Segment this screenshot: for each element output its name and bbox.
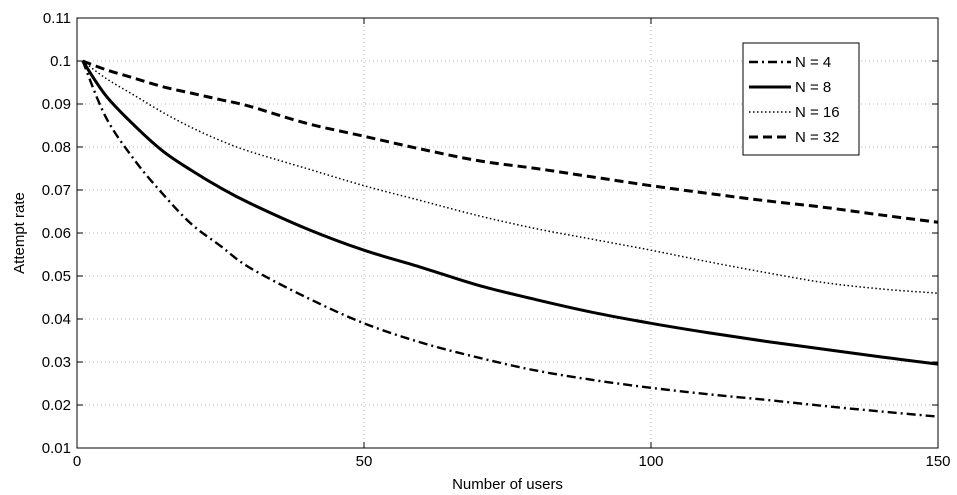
legend-label: N = 8 xyxy=(795,79,831,96)
x-axis-title: Number of users xyxy=(452,476,563,493)
axis-ticks: 0 50 100 150 0.01 0.02 0.03 0.04 0.05 0.06 0.07 0.0… xyxy=(42,10,951,470)
y-tick-label: 0.11 xyxy=(43,10,71,27)
y-tick-label: 0.08 xyxy=(42,139,71,156)
series-line-4 xyxy=(82,59,939,224)
y-tick-label: 0.06 xyxy=(42,225,71,242)
legend-label: N = 4 xyxy=(795,54,831,71)
y-axis-title: Attempt rate xyxy=(11,192,28,274)
legend: N = 4 N = 8 N = 16 N = 32 xyxy=(742,42,860,156)
y-tick-label: 0.07 xyxy=(42,182,71,199)
y-tick-label: 0.04 xyxy=(42,311,71,328)
y-tick-label: 0.05 xyxy=(42,268,71,285)
y-tick-label: 0.03 xyxy=(42,354,71,371)
y-tick-label: 0.09 xyxy=(42,96,71,113)
x-tick-label: 0 xyxy=(73,453,81,470)
series-line-2 xyxy=(81,60,939,366)
legend-label: N = 32 xyxy=(795,129,840,146)
x-tick-label: 50 xyxy=(356,453,373,470)
y-tick-label: 0.02 xyxy=(42,397,71,414)
y-tick-label: 0.1 xyxy=(50,53,71,70)
x-tick-label: 100 xyxy=(638,453,663,470)
x-tick-label: 150 xyxy=(925,453,950,470)
legend-label: N = 16 xyxy=(795,104,840,121)
series-lines xyxy=(81,59,939,418)
y-tick-label: 0.01 xyxy=(42,440,71,457)
series-line-3 xyxy=(82,60,939,294)
series-line-1 xyxy=(81,60,939,418)
